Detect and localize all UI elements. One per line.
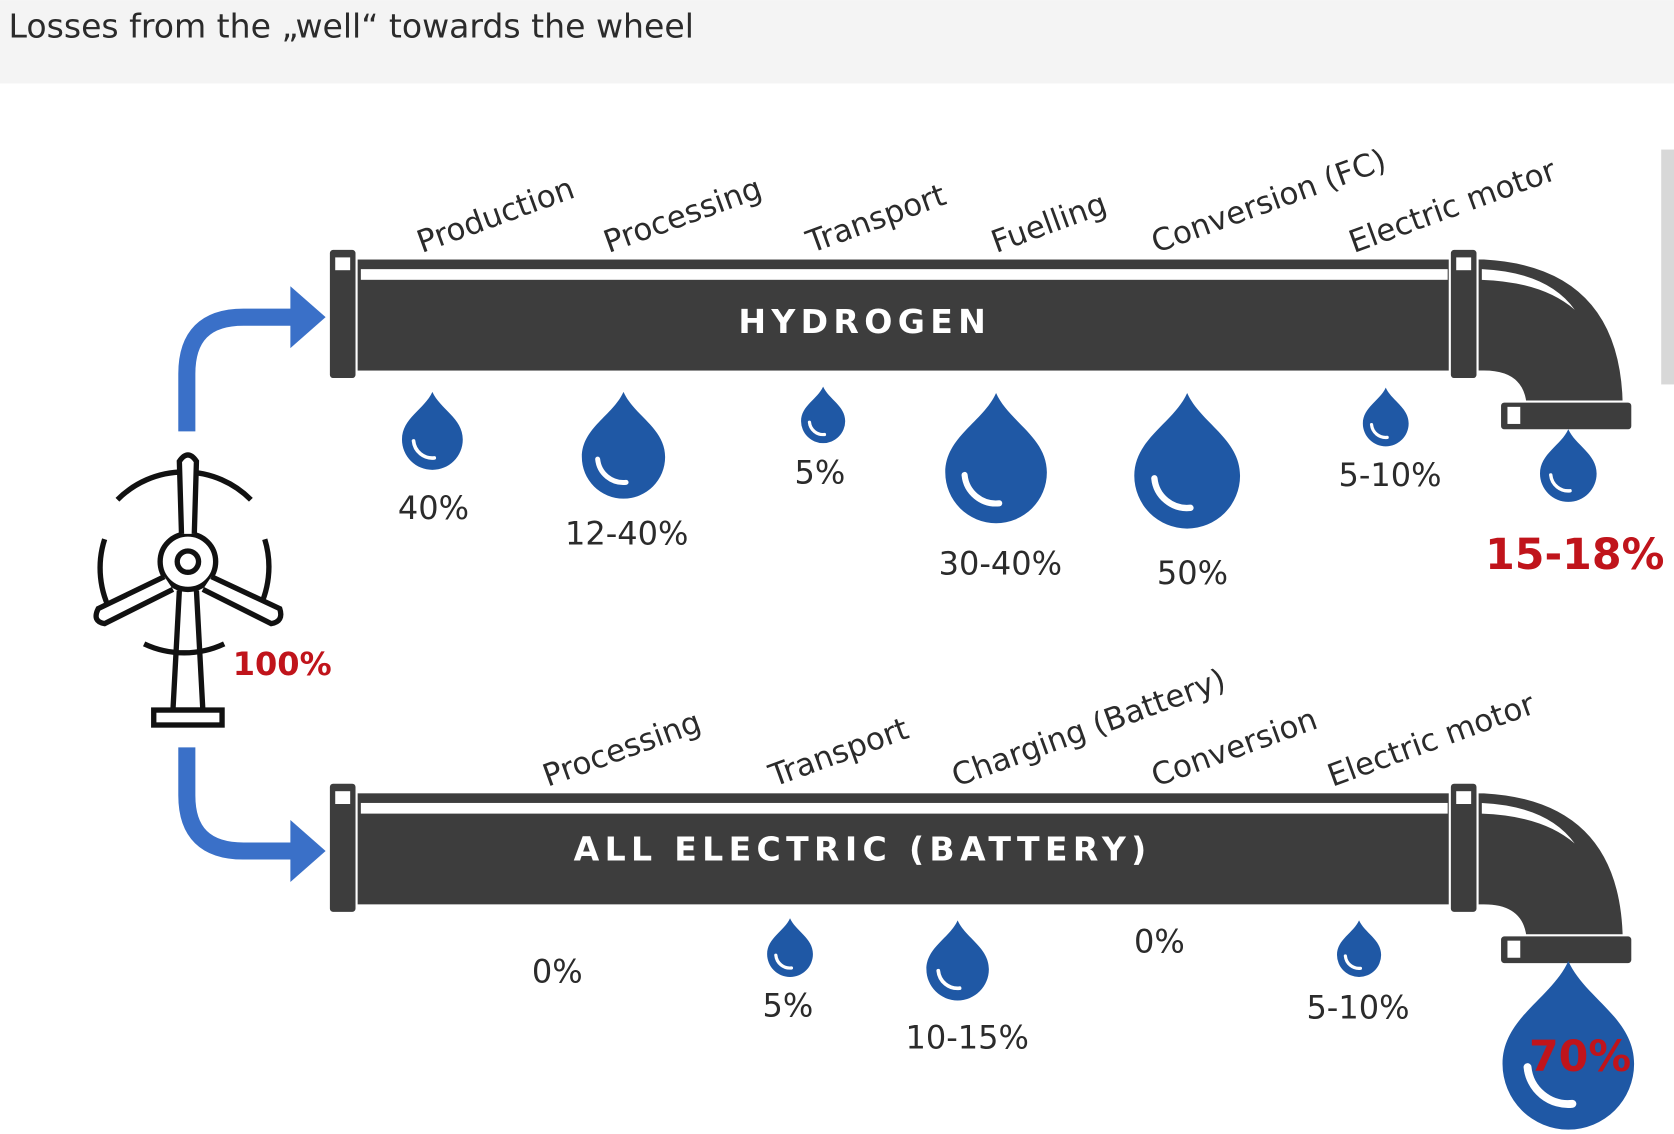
water-drop-icon [801, 386, 846, 444]
battery-pipe [327, 781, 1634, 966]
water-drop-icon [581, 391, 666, 499]
edge-artifact [1661, 149, 1674, 385]
battery-pipe-label: ALL ELECTRIC (BATTERY) [574, 830, 1152, 869]
battery-stage-label: Electric motor [1323, 686, 1540, 794]
water-drop-icon [1362, 387, 1409, 447]
hydrogen-stage-label: Production [412, 170, 579, 260]
battery-loss-value: 0% [1134, 922, 1185, 960]
hydrogen-loss-value: 5-10% [1338, 456, 1441, 494]
water-drop-icon [945, 392, 1047, 524]
page-title: Losses from the „well“ towards the wheel [9, 6, 694, 45]
hydrogen-loss-value: 40% [398, 489, 469, 527]
outlet-drop-icon [1502, 960, 1635, 1130]
outlet-drop-icon [1539, 429, 1597, 502]
wind-turbine-icon [93, 452, 284, 728]
hydrogen-loss-value: 12-40% [565, 515, 688, 553]
hydrogen-result-value: 15-18% [1485, 530, 1664, 580]
water-drop-icon [401, 391, 463, 470]
hydrogen-loss-value: 30-40% [939, 544, 1062, 582]
water-drop-icon [1336, 920, 1382, 977]
hydrogen-loss-value: 5% [795, 454, 846, 492]
hydrogen-stage-label: Fuelling [986, 186, 1111, 261]
source-value: 100% [233, 645, 332, 683]
hydrogen-pipe-label: HYDROGEN [738, 302, 991, 341]
water-drop-icon [926, 920, 989, 1001]
hydrogen-pipe [327, 247, 1634, 432]
hydrogen-loss-value: 50% [1157, 554, 1228, 592]
battery-stage-label: Transport [763, 711, 913, 795]
hydrogen-stage-label: Processing [599, 170, 767, 260]
header-bar [0, 0, 1674, 84]
battery-result-value: 70% [1529, 1032, 1631, 1082]
battery-loss-value: 5% [762, 986, 813, 1024]
water-drop-icon [767, 918, 813, 977]
battery-stage-label: Processing [538, 704, 706, 794]
arrow-to-hydrogen [178, 286, 326, 432]
battery-loss-value: 5-10% [1306, 989, 1409, 1027]
water-drop-icon [1134, 392, 1241, 529]
hydrogen-stage-label: Transport [801, 177, 951, 261]
battery-loss-value: 10-15% [906, 1018, 1029, 1056]
arrow-to-battery [178, 747, 326, 882]
battery-loss-value: 0% [532, 952, 583, 990]
